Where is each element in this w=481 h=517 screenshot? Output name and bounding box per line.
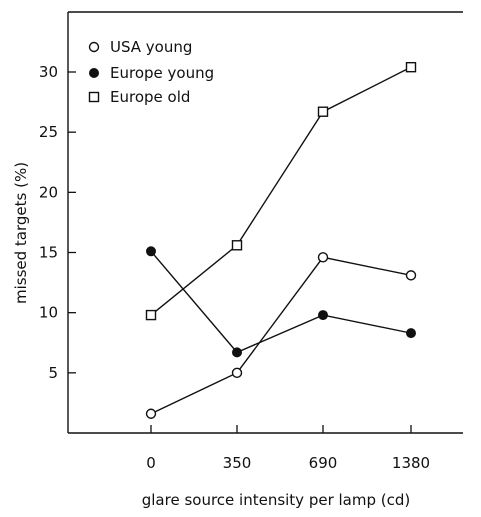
data-point-usa-young <box>405 270 417 281</box>
data-point-usa-young <box>145 408 157 419</box>
y-tick-label: 5 <box>48 364 58 382</box>
x-tick-label: 690 <box>309 454 338 472</box>
y-tick-label: 20 <box>39 183 58 201</box>
series-line-usa-young <box>150 256 412 415</box>
series-usa-young <box>145 252 417 419</box>
series-europe-young <box>146 246 416 358</box>
legend-marker-usa-young <box>88 41 100 53</box>
series-europe-old <box>145 61 417 321</box>
data-point-europe-old <box>405 61 417 73</box>
y-tick-label: 25 <box>39 123 58 141</box>
legend-label-usa-young: USA young <box>110 38 192 56</box>
x-tick-label: 1380 <box>392 454 430 472</box>
data-point-europe-old <box>317 106 329 117</box>
x-ticks: 0 350 690 1380 <box>146 425 430 472</box>
data-point-usa-young <box>317 252 329 263</box>
series-line-europe-old <box>150 66 412 316</box>
series-group <box>145 61 417 419</box>
x-tick-label: 350 <box>223 454 252 472</box>
data-point-europe-old <box>145 309 157 321</box>
y-tick-label: 30 <box>39 63 58 81</box>
y-tick-label: 10 <box>39 304 58 322</box>
legend-marker-europe-old <box>88 91 100 103</box>
data-point-europe-young <box>146 246 156 257</box>
legend-label-europe-young: Europe young <box>110 64 214 82</box>
y-ticks: 5 10 15 20 25 30 <box>39 63 76 382</box>
x-axis-label: glare source intensity per lamp (cd) <box>142 491 411 509</box>
y-axis-label: missed targets (%) <box>12 162 30 304</box>
legend: USA young Europe young Europe old <box>88 38 214 106</box>
y-tick-label: 15 <box>39 244 58 262</box>
legend-marker-europe-young <box>89 68 99 78</box>
data-point-europe-old <box>231 240 243 251</box>
data-point-europe-young <box>318 310 328 321</box>
data-point-usa-young <box>231 367 243 379</box>
axes <box>67 11 463 434</box>
series-line-europe-young <box>150 250 412 354</box>
data-point-europe-young <box>232 347 242 358</box>
x-tick-label: 0 <box>146 454 156 472</box>
data-point-europe-young <box>406 328 416 339</box>
legend-label-europe-old: Europe old <box>110 88 190 106</box>
